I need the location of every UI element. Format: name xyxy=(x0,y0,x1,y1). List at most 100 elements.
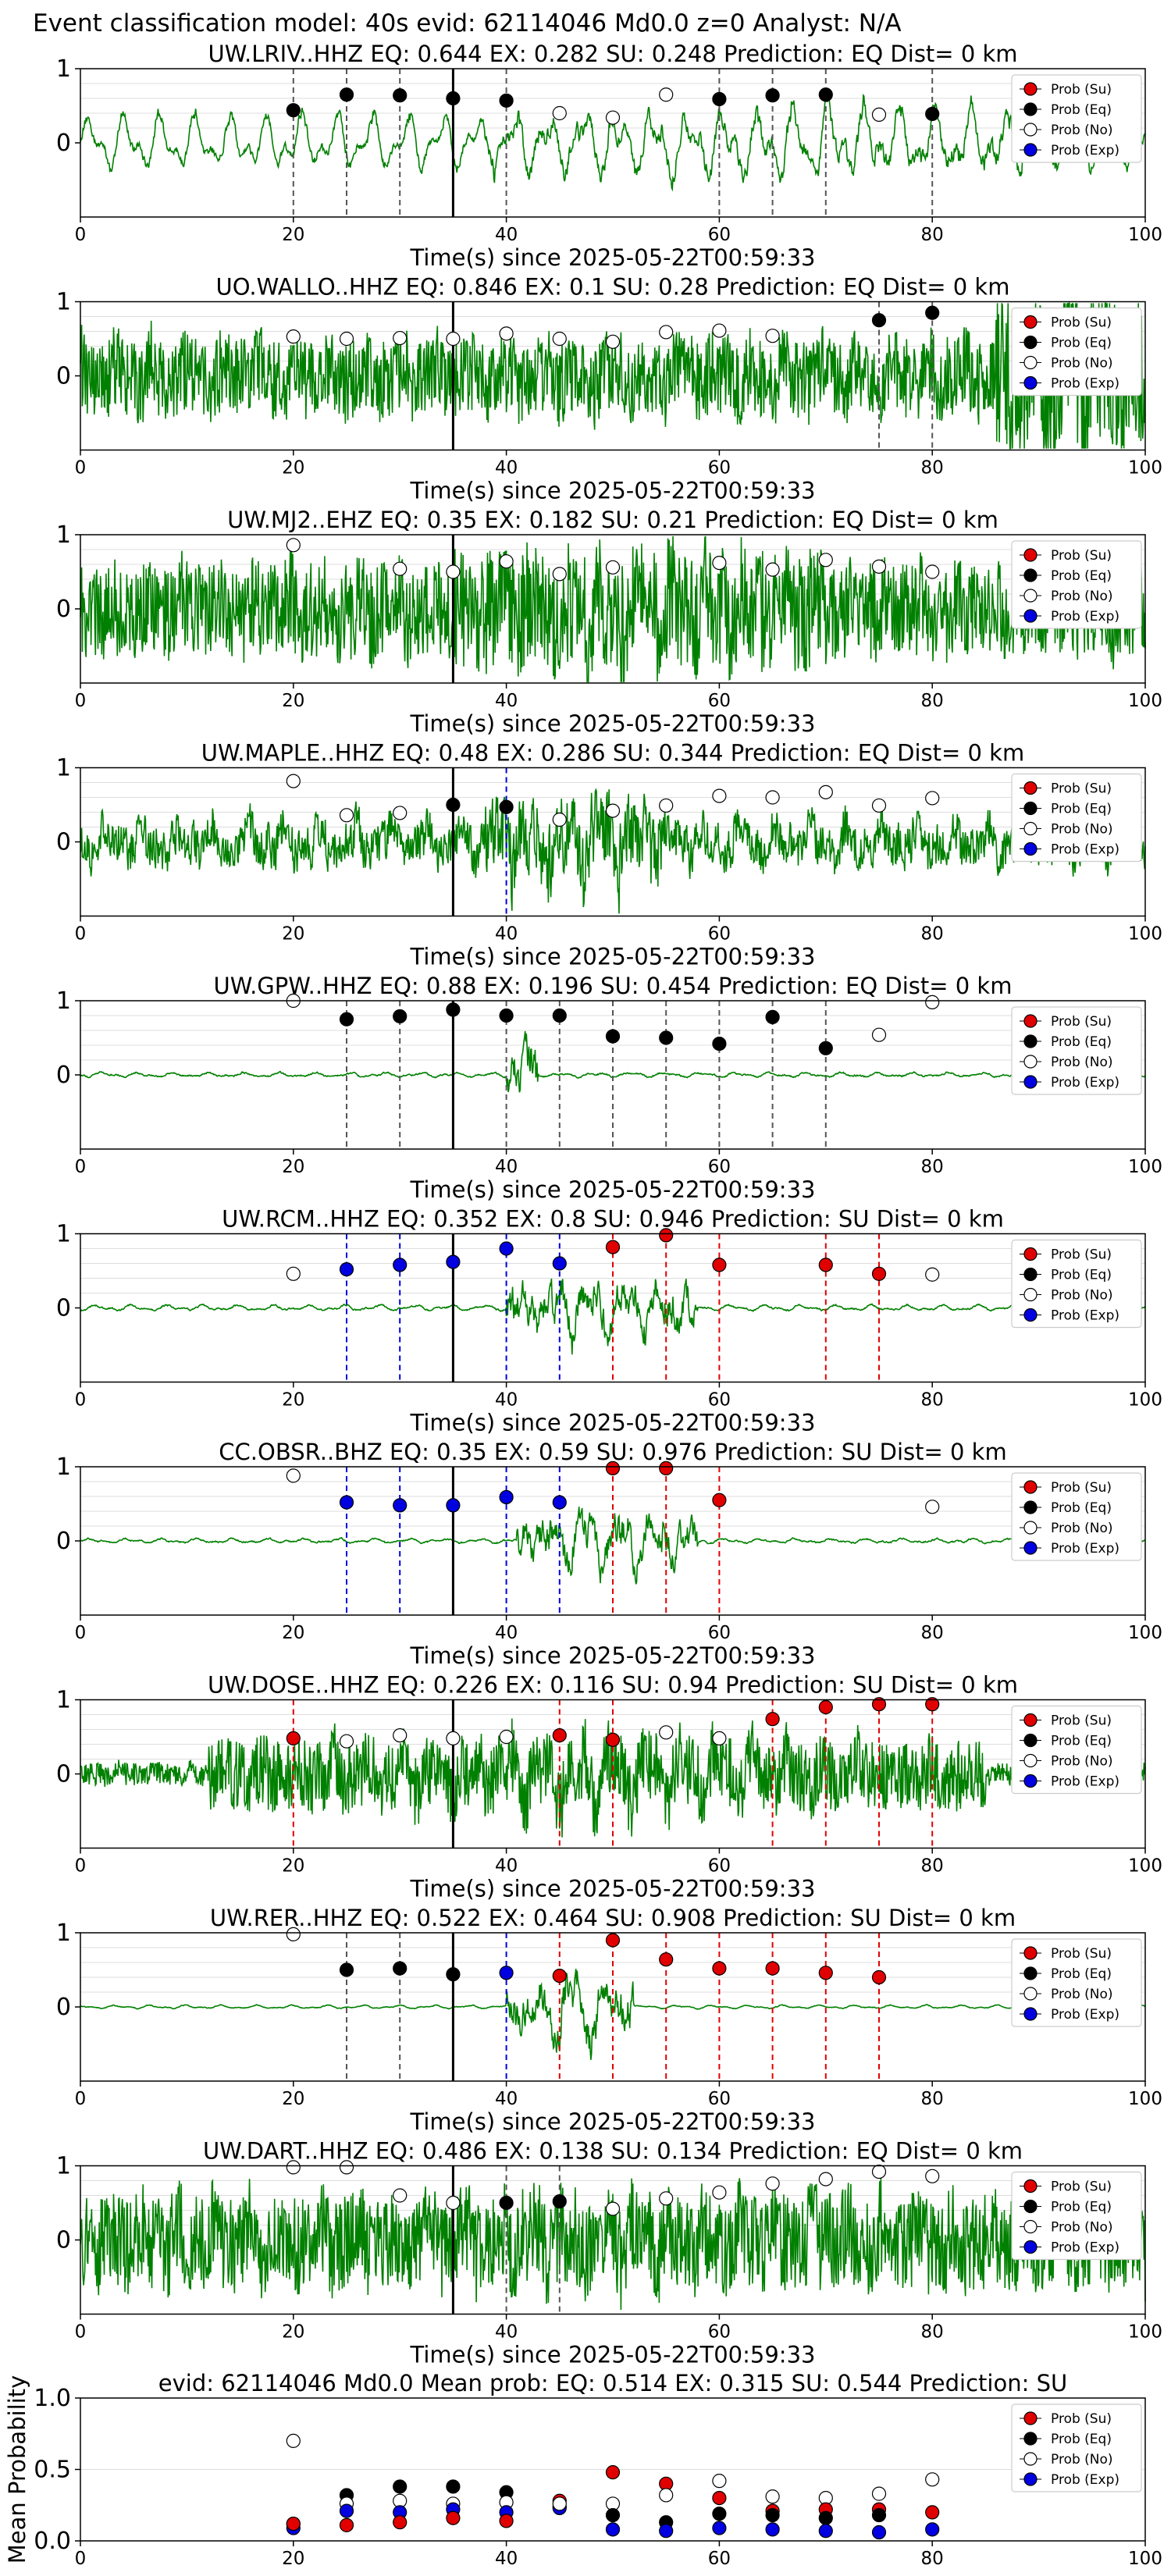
prob-point-no xyxy=(765,2489,780,2504)
prob-point-eq xyxy=(339,1962,354,1977)
x-tick-label: 100 xyxy=(1128,1623,1162,1643)
prob-point-no xyxy=(393,561,408,576)
x-tick-label: 20 xyxy=(282,225,304,245)
x-tick-label: 0 xyxy=(75,1390,87,1411)
panel-title: UW.MJ2..EHZ EQ: 0.35 EX: 0.182 SU: 0.21 … xyxy=(227,507,998,533)
prob-point-no xyxy=(552,567,567,582)
x-tick-label: 0 xyxy=(75,1623,87,1643)
prob-point-no xyxy=(446,1731,461,1745)
prob-point-exp xyxy=(552,1495,567,1510)
prob-point-no xyxy=(605,110,621,125)
prob-point-exp xyxy=(393,1258,408,1272)
legend-marker-exp xyxy=(1023,609,1038,623)
legend-marker-eq xyxy=(1023,801,1038,816)
prob-point-no xyxy=(659,2488,674,2503)
x-tick-label: 40 xyxy=(495,2322,518,2343)
y-tick-label: 0.5 xyxy=(34,2457,71,2484)
prob-point-no xyxy=(499,326,514,341)
legend-marker-no xyxy=(1023,2452,1038,2466)
prob-point-no xyxy=(286,2433,301,2448)
legend-label: Prob (Exp) xyxy=(1051,2007,1119,2023)
prob-point-su xyxy=(712,1961,727,1976)
prob-point-su xyxy=(552,1728,567,1743)
legend-label: Prob (Exp) xyxy=(1051,1774,1119,1790)
x-tick-label: 60 xyxy=(708,2322,731,2343)
prob-point-su xyxy=(925,2505,940,2520)
y-tick-label: 1 xyxy=(56,987,71,1015)
prob-point-eq xyxy=(552,2194,567,2209)
legend-label: Prob (Su) xyxy=(1051,2179,1112,2195)
legend-marker-no xyxy=(1023,589,1038,603)
legend-marker-exp xyxy=(1023,841,1038,856)
x-tick-label: 0 xyxy=(75,1856,87,1877)
legend-label: Prob (Su) xyxy=(1051,1713,1112,1729)
x-axis-label: Time(s) since 2025-05-22T00:59:33 xyxy=(410,1176,816,1203)
prob-point-no xyxy=(765,329,780,343)
prob-point-exp xyxy=(925,2522,940,2537)
y-axis-label: Mean Probability xyxy=(4,2375,30,2564)
legend-marker-exp xyxy=(1023,2472,1038,2486)
x-axis-label: Time(s) since 2025-05-22T00:59:33 xyxy=(410,478,816,504)
prob-point-exp xyxy=(499,1241,514,1256)
prob-point-no xyxy=(712,788,727,803)
legend-marker-exp xyxy=(1023,1075,1038,1089)
prob-point-exp xyxy=(605,2522,621,2537)
legend-label: Prob (Eq) xyxy=(1051,1500,1112,1516)
legend-marker-su xyxy=(1023,82,1038,96)
x-tick-label: 80 xyxy=(921,1390,944,1411)
legend-marker-eq xyxy=(1023,1733,1038,1748)
legend-marker-eq xyxy=(1023,1966,1038,1980)
prob-point-eq xyxy=(925,106,940,122)
prob-point-no xyxy=(393,330,408,346)
prob-point-su xyxy=(552,1969,567,1984)
waveform-trace xyxy=(80,1718,1146,1838)
legend-marker-no xyxy=(1023,1287,1038,1302)
panel-title: evid: 62114046 Md0.0 Mean prob: EQ: 0.51… xyxy=(158,2370,1067,2396)
prob-point-exp xyxy=(818,2524,833,2539)
legend-label: Prob (Exp) xyxy=(1051,1541,1119,1557)
prob-point-no xyxy=(339,331,354,347)
y-tick-label: 0 xyxy=(56,1761,71,1788)
x-tick-label: 100 xyxy=(1128,1856,1162,1877)
legend-box xyxy=(1011,1705,1142,1795)
x-tick-label: 20 xyxy=(282,1157,304,1177)
prob-point-su xyxy=(286,2516,301,2532)
legend-label: Prob (Exp) xyxy=(1051,1075,1119,1091)
legend-label: Prob (Eq) xyxy=(1051,102,1112,118)
legend-marker-eq xyxy=(1023,2199,1038,2214)
legend-label: Prob (Eq) xyxy=(1051,1268,1112,1283)
prob-point-no xyxy=(871,798,887,813)
legend-label: Prob (Su) xyxy=(1051,781,1112,797)
x-tick-label: 60 xyxy=(708,2549,731,2569)
x-tick-label: 40 xyxy=(495,2089,518,2109)
legend-marker-no xyxy=(1023,1055,1038,1069)
x-tick-label: 60 xyxy=(708,2089,731,2109)
legend-marker-su xyxy=(1023,2179,1038,2194)
prob-point-exp xyxy=(446,1498,461,1513)
x-tick-label: 0 xyxy=(75,1157,87,1177)
legend-label: Prob (Exp) xyxy=(1051,2472,1119,2488)
x-tick-label: 100 xyxy=(1128,2549,1162,2569)
prob-point-eq xyxy=(871,313,887,328)
waveform-trace xyxy=(80,788,1146,914)
prob-point-eq xyxy=(499,93,514,108)
x-tick-label: 100 xyxy=(1128,2089,1162,2109)
prob-point-exp xyxy=(712,2521,727,2535)
prob-point-su xyxy=(712,2491,727,2506)
legend-label: Prob (Eq) xyxy=(1051,336,1112,351)
x-tick-label: 100 xyxy=(1128,2322,1162,2343)
x-axis-label: Time(s) since 2025-05-22T00:59:33 xyxy=(410,2108,816,2135)
x-tick-label: 60 xyxy=(708,225,731,245)
legend-label: Prob (No) xyxy=(1051,1521,1113,1536)
prob-point-su xyxy=(499,2514,514,2528)
prob-point-no xyxy=(659,798,674,813)
x-tick-label: 40 xyxy=(495,1157,518,1177)
legend-marker-su xyxy=(1023,1480,1038,1494)
prob-point-su xyxy=(659,1228,674,1243)
x-tick-label: 80 xyxy=(921,924,944,945)
x-tick-label: 60 xyxy=(708,458,731,479)
legend-label: Prob (Su) xyxy=(1051,315,1112,331)
prob-point-su xyxy=(659,1461,674,1476)
x-tick-label: 40 xyxy=(495,691,518,711)
prob-point-no xyxy=(659,87,674,102)
